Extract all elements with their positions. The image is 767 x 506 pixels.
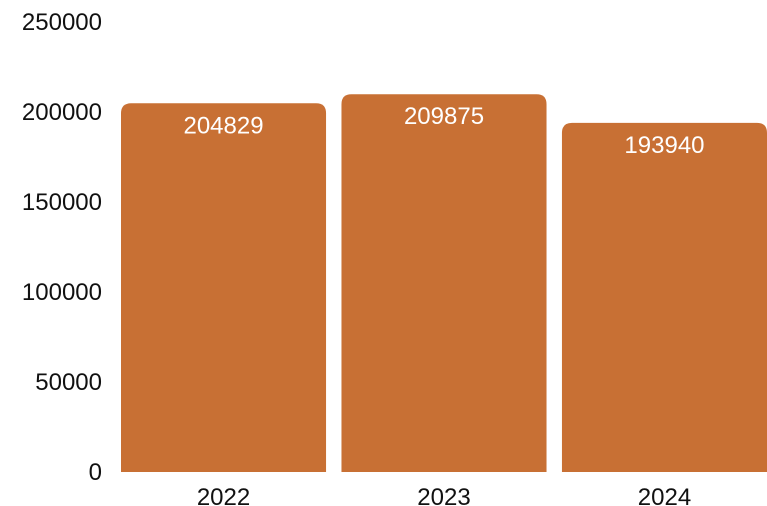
x-axis-ticks: 2022 2023 2024 — [197, 484, 691, 506]
y-tick-label: 50000 — [35, 369, 102, 396]
y-tick-label: 200000 — [22, 99, 102, 126]
x-tick-label-2022: 2022 — [197, 484, 250, 506]
bar-2022 — [121, 103, 327, 472]
data-label-2022: 204829 — [183, 112, 263, 139]
y-tick-label: 250000 — [22, 9, 102, 36]
data-label-2024: 193940 — [624, 132, 704, 159]
y-tick-label: 0 — [89, 459, 102, 486]
x-tick-label-2024: 2024 — [638, 484, 691, 506]
x-tick-label-2023: 2023 — [417, 484, 470, 506]
bar-2023 — [341, 94, 547, 472]
y-axis-ticks: 0 50000 100000 150000 200000 250000 — [22, 9, 102, 486]
bars — [121, 94, 767, 473]
y-tick-label: 150000 — [22, 189, 102, 216]
bar-2024 — [561, 122, 767, 473]
y-tick-label: 100000 — [22, 279, 102, 306]
data-label-2023: 209875 — [404, 103, 484, 130]
data-labels: 204829 209875 193940 — [183, 103, 704, 159]
